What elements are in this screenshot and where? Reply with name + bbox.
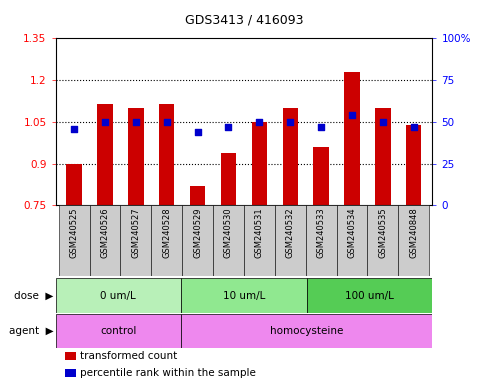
Bar <box>307 278 432 313</box>
Bar <box>368 205 398 276</box>
Bar <box>181 278 307 313</box>
Bar <box>283 108 298 205</box>
Point <box>317 124 325 130</box>
Text: agent  ▶: agent ▶ <box>9 326 53 336</box>
Bar <box>89 205 120 276</box>
Text: GSM240848: GSM240848 <box>409 208 418 258</box>
Text: GSM240526: GSM240526 <box>100 208 110 258</box>
Text: GSM240525: GSM240525 <box>70 208 79 258</box>
Point <box>194 129 201 135</box>
Bar <box>213 205 244 276</box>
Bar <box>244 205 275 276</box>
Text: GSM240532: GSM240532 <box>286 208 295 258</box>
Text: homocysteine: homocysteine <box>270 326 343 336</box>
Point <box>70 126 78 132</box>
Text: control: control <box>100 326 137 336</box>
Text: 100 um/L: 100 um/L <box>345 291 394 301</box>
Point <box>225 124 232 130</box>
Text: transformed count: transformed count <box>80 351 177 361</box>
Text: GSM240528: GSM240528 <box>162 208 171 258</box>
Bar <box>181 314 432 348</box>
Point <box>132 119 140 125</box>
Bar <box>120 205 151 276</box>
Bar <box>66 164 82 205</box>
Bar <box>190 186 205 205</box>
Text: GSM240529: GSM240529 <box>193 208 202 258</box>
Text: GSM240530: GSM240530 <box>224 208 233 258</box>
Point <box>410 124 418 130</box>
Bar <box>344 72 360 205</box>
Bar <box>58 205 89 276</box>
Bar <box>128 108 143 205</box>
Bar <box>151 205 182 276</box>
Bar <box>221 152 236 205</box>
Bar <box>375 108 391 205</box>
Point <box>163 119 170 125</box>
Text: GSM240534: GSM240534 <box>347 208 356 258</box>
Point <box>348 112 356 118</box>
Point <box>286 119 294 125</box>
Text: GSM240527: GSM240527 <box>131 208 141 258</box>
Bar <box>337 205 368 276</box>
Bar <box>97 104 113 205</box>
Bar <box>252 122 267 205</box>
Text: GSM240533: GSM240533 <box>317 208 326 258</box>
Text: dose  ▶: dose ▶ <box>14 291 53 301</box>
Bar <box>182 205 213 276</box>
Text: 0 um/L: 0 um/L <box>100 291 136 301</box>
Bar <box>406 125 422 205</box>
Text: GSM240531: GSM240531 <box>255 208 264 258</box>
Bar <box>313 147 329 205</box>
Text: 10 um/L: 10 um/L <box>223 291 265 301</box>
Bar <box>398 205 429 276</box>
Bar <box>159 104 174 205</box>
Bar <box>306 205 337 276</box>
Point <box>379 119 387 125</box>
Text: percentile rank within the sample: percentile rank within the sample <box>80 368 256 378</box>
Text: GSM240535: GSM240535 <box>378 208 387 258</box>
Point <box>256 119 263 125</box>
Text: GDS3413 / 416093: GDS3413 / 416093 <box>185 13 303 26</box>
Bar <box>275 205 306 276</box>
Bar <box>56 314 181 348</box>
Bar <box>56 278 181 313</box>
Point <box>101 119 109 125</box>
